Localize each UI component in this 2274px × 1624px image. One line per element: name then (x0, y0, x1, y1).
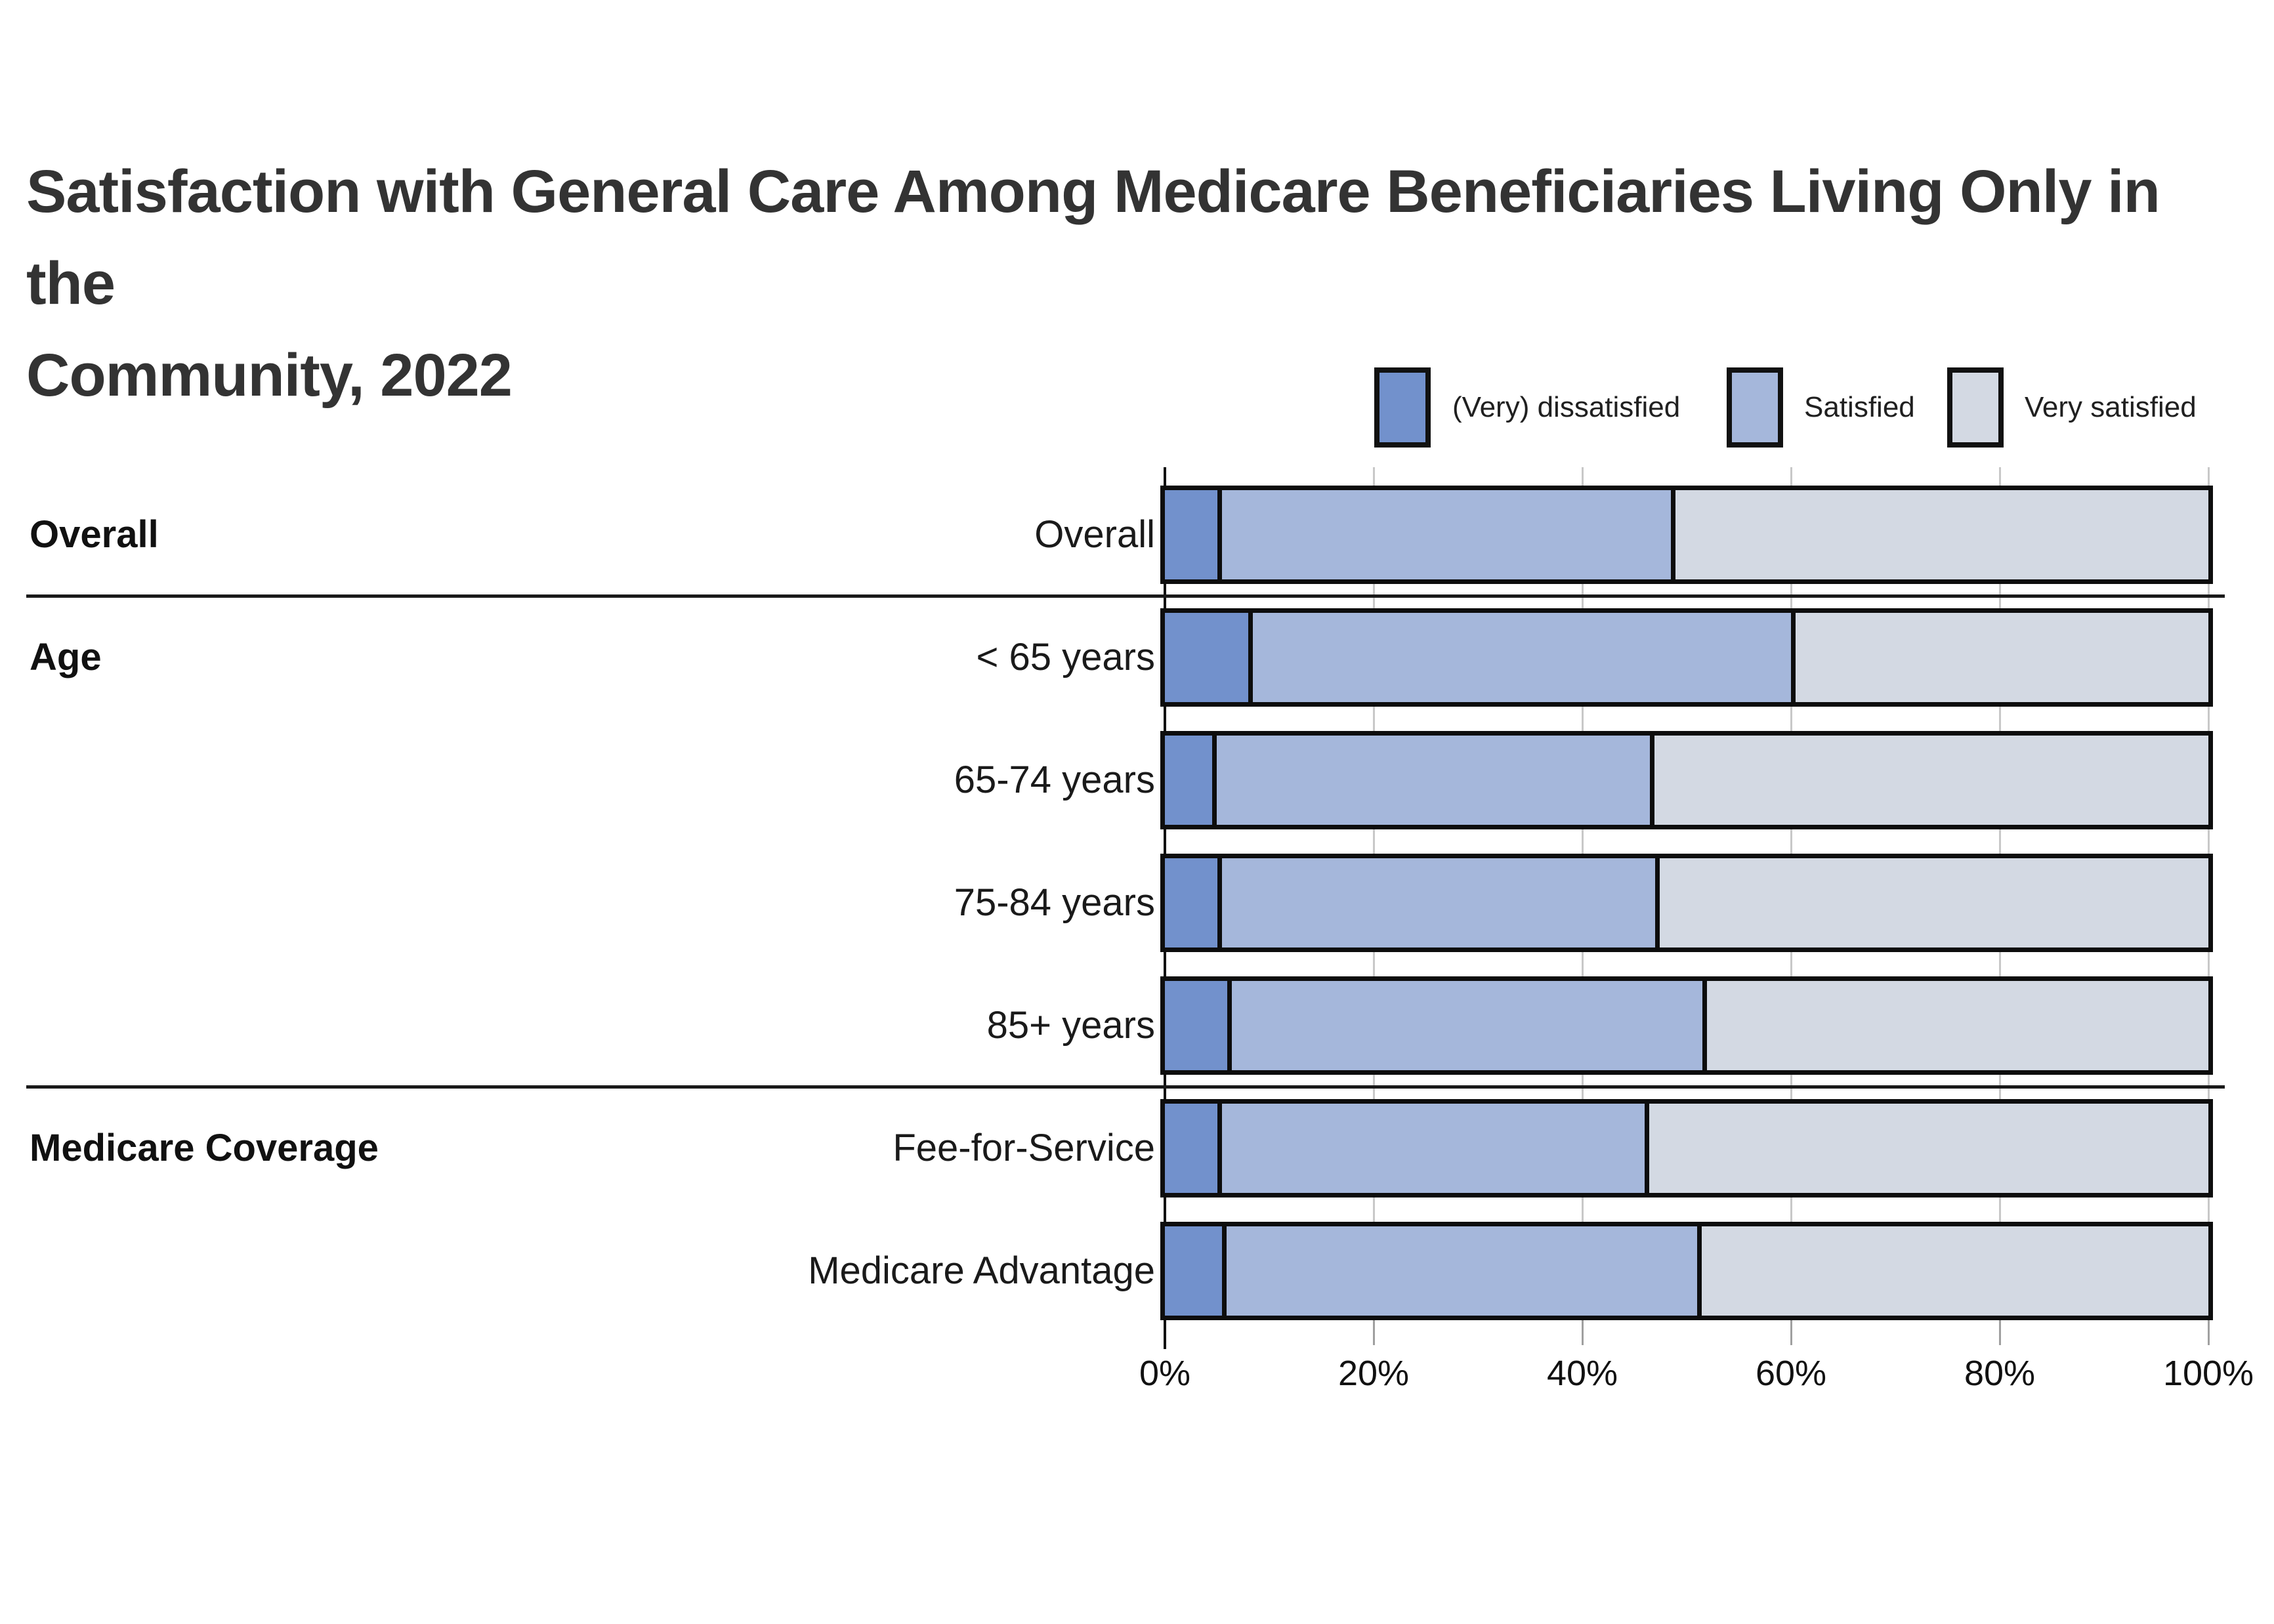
x-axis-tick-label: 80% (1964, 1354, 2036, 1393)
bar-segment-satisfied (1217, 1104, 1645, 1193)
bar-row-fee-for-service (1160, 1099, 2213, 1197)
bar-row-label: Medicare Advantage (808, 1249, 1155, 1292)
legend-label-very-satisfied: Very satisfied (2025, 391, 2197, 423)
bar-row-65-74-years (1160, 731, 2213, 829)
group-label-overall: Overall (30, 513, 159, 556)
bar-segment-dissatisfied (1165, 490, 1217, 579)
bar-segment-very-satisfied (1671, 490, 2208, 579)
chart-title-line2: Community, 2022 (26, 342, 513, 409)
bar-segment-dissatisfied (1165, 858, 1217, 947)
bar-row-75-84-years (1160, 854, 2213, 952)
bar-row-label: 75-84 years (954, 881, 1155, 924)
bar-segment-satisfied (1248, 613, 1791, 702)
bar-row-85-years (1160, 976, 2213, 1075)
group-separator (26, 1085, 2225, 1089)
legend-label-satisfied: Satisfied (1804, 391, 1915, 423)
bar-segment-dissatisfied (1165, 1104, 1217, 1193)
bar-segment-very-satisfied (1702, 981, 2208, 1070)
bar-row-label: < 65 years (976, 636, 1155, 678)
bar-segment-very-satisfied (1650, 736, 2208, 825)
x-axis-tick-label: 0% (1139, 1354, 1191, 1393)
bar-segment-satisfied (1211, 736, 1651, 825)
group-label-medicare-coverage: Medicare Coverage (30, 1127, 379, 1169)
group-label-age: Age (30, 636, 102, 678)
axis-tick (1790, 1320, 1792, 1345)
legend-swatch-satisfied-icon (1727, 367, 1783, 448)
bar-row-label: Overall (1034, 513, 1155, 556)
bar-row-medicare-advantage (1160, 1222, 2213, 1320)
x-axis-tick-label: 40% (1546, 1354, 1618, 1393)
bar-row-label: 85+ years (986, 1004, 1155, 1047)
bar-row-label: 65-74 years (954, 759, 1155, 801)
bar-segment-very-satisfied (1655, 858, 2208, 947)
axis-tick (1999, 1320, 2001, 1345)
chart-title-line1: Satisfaction with General Care Among Med… (26, 158, 2160, 317)
bar-segment-very-satisfied (1790, 613, 2208, 702)
bar-segment-very-satisfied (1696, 1226, 2208, 1316)
bar-segment-satisfied (1217, 858, 1656, 947)
bar-segment-dissatisfied (1165, 981, 1228, 1070)
legend-label-dissatisfied: (Very) dissatisfied (1452, 391, 1681, 423)
bar-segment-satisfied (1227, 981, 1702, 1070)
x-axis-tick-label: 20% (1337, 1354, 1410, 1393)
bar-segment-dissatisfied (1165, 613, 1249, 702)
bar-segment-satisfied (1217, 490, 1672, 579)
bar-segment-dissatisfied (1165, 1226, 1223, 1316)
bar-segment-dissatisfied (1165, 736, 1212, 825)
group-separator (26, 594, 2225, 598)
bar-segment-very-satisfied (1645, 1104, 2208, 1193)
bar-row--65-years (1160, 608, 2213, 707)
legend-swatch-dissatisfied-icon (1374, 367, 1431, 448)
axis-tick (1582, 1320, 1584, 1345)
axis-tick (1373, 1320, 1375, 1345)
bar-row-overall (1160, 486, 2213, 584)
chart-title: Satisfaction with General Care Among Med… (26, 146, 2251, 421)
bar-row-label: Fee-for-Service (893, 1127, 1155, 1169)
x-axis-tick-label: 100% (2162, 1354, 2254, 1393)
x-axis-tick-label: 60% (1755, 1354, 1827, 1393)
bar-segment-satisfied (1222, 1226, 1697, 1316)
legend-swatch-very-satisfied-icon (1947, 367, 2004, 448)
axis-tick (2208, 1320, 2210, 1345)
